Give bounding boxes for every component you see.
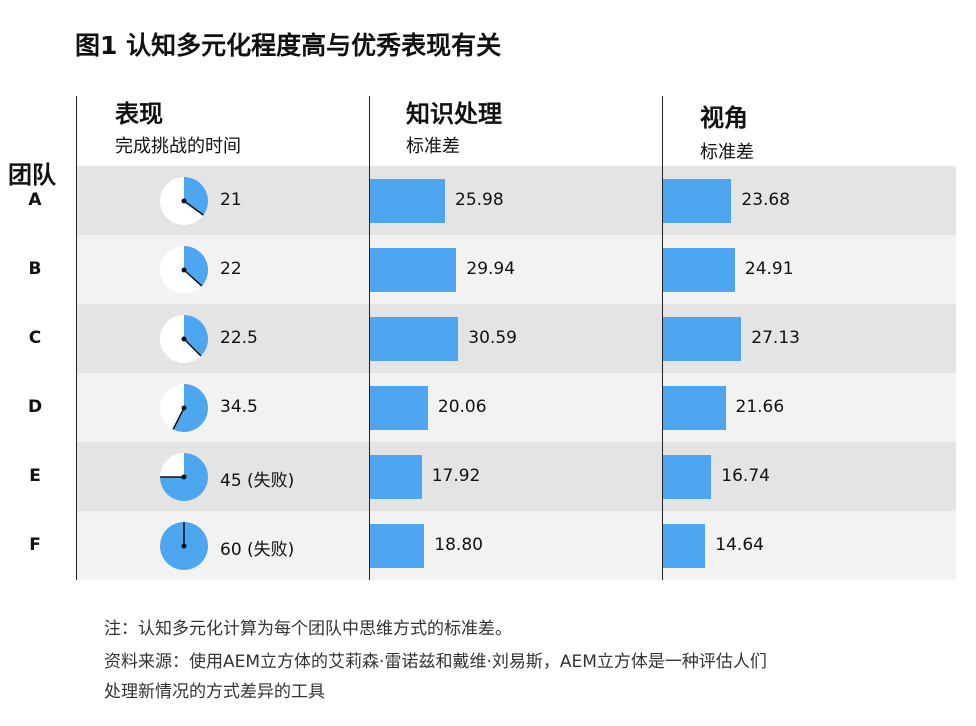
clock-hand — [183, 199, 204, 216]
knowledge-bar — [370, 523, 425, 568]
time-slice — [184, 176, 209, 215]
team-header: 团队 — [8, 161, 56, 189]
knowledge-bar — [370, 178, 445, 223]
perspective-value: 14.64 — [715, 534, 764, 555]
clock-center — [181, 405, 187, 410]
perspective-value: 21.66 — [735, 396, 785, 417]
perspective-column-subtitle: 标准差 — [700, 142, 754, 163]
clock-center — [181, 267, 187, 272]
knowledge-value: 30.59 — [468, 327, 517, 348]
table-row — [77, 442, 956, 511]
source-line-2: 处理新情况的方式差异的工具 — [104, 682, 325, 702]
performance-value: 45 (失败) — [220, 470, 295, 491]
source-line-1: 资料来源：使用AEM立方体的艾莉森·雷诺兹和戴维·刘易斯，AEM立方体是一种评估… — [104, 652, 767, 672]
performance-value: 21 — [220, 189, 242, 210]
perspective-bar — [663, 178, 732, 223]
knowledge-value: 29.94 — [466, 258, 516, 279]
clock-center — [181, 543, 187, 548]
time-clock-pie — [160, 245, 209, 294]
team-label: C — [28, 327, 42, 348]
knowledge-value: 17.92 — [431, 465, 481, 486]
knowledge-value: 20.06 — [437, 396, 487, 417]
performance-column-title: 表现 — [115, 100, 163, 128]
knowledge-bar — [370, 454, 422, 499]
knowledge-bar — [370, 385, 428, 430]
performance-column-subtitle: 完成挑战的时间 — [115, 136, 241, 157]
team-label: B — [28, 258, 42, 279]
clock-hand — [183, 268, 203, 287]
knowledge-bar — [370, 247, 457, 292]
time-clock-pie — [160, 383, 209, 432]
perspective-divider — [662, 96, 663, 580]
clock-center — [181, 198, 187, 203]
perspective-bar — [663, 247, 735, 292]
knowledge-value: 25.98 — [455, 189, 504, 210]
time-clock-pie — [160, 521, 208, 570]
time-slice — [184, 245, 209, 286]
time-clock-pie — [160, 176, 209, 225]
perspective-bar — [663, 385, 726, 430]
table-row — [77, 304, 956, 373]
performance-value: 34.5 — [220, 396, 258, 417]
performance-value: 22 — [220, 258, 242, 279]
perspective-bar — [663, 316, 742, 361]
performance-value: 60 (失败) — [220, 539, 295, 560]
perspective-value: 24.91 — [744, 258, 794, 279]
team-label: A — [28, 189, 42, 210]
clock-hand — [183, 337, 202, 357]
left-divider — [76, 96, 77, 580]
time-clock-pie — [160, 452, 208, 501]
table-row — [77, 511, 956, 580]
perspective-value: 23.68 — [741, 189, 791, 210]
footnote: 注：认知多元化计算为每个团队中思维方式的标准差。 — [104, 619, 512, 639]
chart-title: 图1 认知多元化程度高与优秀表现有关 — [75, 31, 502, 60]
knowledge-value: 18.80 — [434, 534, 483, 555]
clock-center — [181, 474, 187, 479]
knowledge-column-subtitle: 标准差 — [406, 136, 460, 157]
table-row — [77, 373, 956, 442]
knowledge-divider — [369, 96, 370, 580]
clock-hand — [172, 407, 185, 430]
knowledge-bar — [370, 316, 459, 361]
time-slice — [184, 314, 208, 356]
perspective-value: 27.13 — [751, 327, 800, 348]
knowledge-column-title: 知识处理 — [406, 100, 502, 128]
team-label: F — [29, 534, 41, 555]
team-label: E — [29, 465, 41, 486]
table-row — [77, 235, 956, 304]
time-slice — [173, 383, 209, 432]
perspective-column-title: 视角 — [700, 104, 748, 132]
perspective-value: 16.74 — [721, 465, 770, 486]
performance-value: 22.5 — [220, 327, 258, 348]
table-row — [77, 166, 956, 235]
team-label: D — [27, 396, 43, 417]
clock-center — [181, 336, 187, 341]
perspective-bar — [663, 523, 706, 568]
perspective-bar — [663, 454, 712, 499]
time-clock-pie — [160, 314, 208, 363]
